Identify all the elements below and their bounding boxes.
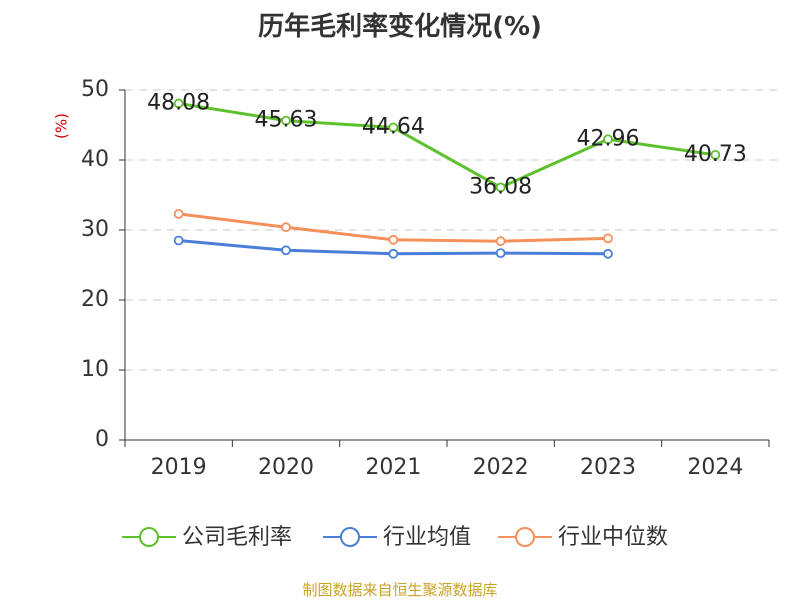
legend-label: 公司毛利率 [182,525,292,550]
data-point [388,248,399,259]
data-point [173,208,184,219]
data-point [603,134,613,145]
x-tick-label: 2022 [473,455,529,480]
data-point [388,122,399,133]
y-axis-label: (%) [53,113,71,139]
axes: 0 10 20 30 40 50 2019 2020 2021 2022 2023 2024 [81,77,770,480]
series-line [177,101,717,189]
data-label: 48.08 [147,90,210,115]
legend-marker [340,527,360,547]
y-tick-label: 30 [81,217,109,242]
data-point [710,149,721,160]
legend-label: 行业中位数 [558,525,668,550]
y-tick-label: 20 [81,287,109,312]
data-label: 44.64 [362,115,425,140]
legend-label: 行业均值 [383,525,471,550]
data-point [603,248,613,259]
y-tick-label: 10 [81,357,109,382]
data-point [173,235,184,246]
data-label: 36.08 [469,174,532,199]
data-point [495,248,506,259]
y-tick-label: 40 [81,147,109,172]
chart-title: 历年毛利率变化情况(%) [258,11,542,42]
data-point [495,182,506,193]
grid-lines [125,89,783,371]
x-tick-label: 2021 [365,455,421,480]
y-tick-label: 0 [95,427,109,452]
legend[interactable]: 公司毛利率 行业均值 行业中位数 [122,525,668,550]
data-point [281,115,291,126]
data-point [388,234,399,245]
x-tick-label: 2020 [258,455,314,480]
legend-item[interactable]: 公司毛利率 [122,525,292,550]
legend-item[interactable]: 行业中位数 [498,525,668,550]
x-tick-label: 2023 [580,455,636,480]
y-tick-label: 50 [81,77,109,102]
series-lines [173,98,721,259]
source-note: 制图数据来自恒生聚源数据库 [302,581,497,599]
data-label: 42.96 [577,126,640,151]
data-label: 40.73 [684,142,747,167]
x-tick-label: 2024 [687,455,743,480]
legend-item[interactable]: 行业均值 [323,525,471,550]
data-point [173,98,184,109]
data-point [495,236,506,247]
data-point [281,245,291,256]
data-point [603,233,613,244]
legend-marker [139,527,159,547]
data-label: 45.63 [255,108,318,133]
legend-marker [515,527,535,547]
x-tick-label: 2019 [151,455,207,480]
data-point [281,222,291,233]
data-labels: 48.08 45.63 44.64 36.08 42.96 40.73 [147,90,747,199]
